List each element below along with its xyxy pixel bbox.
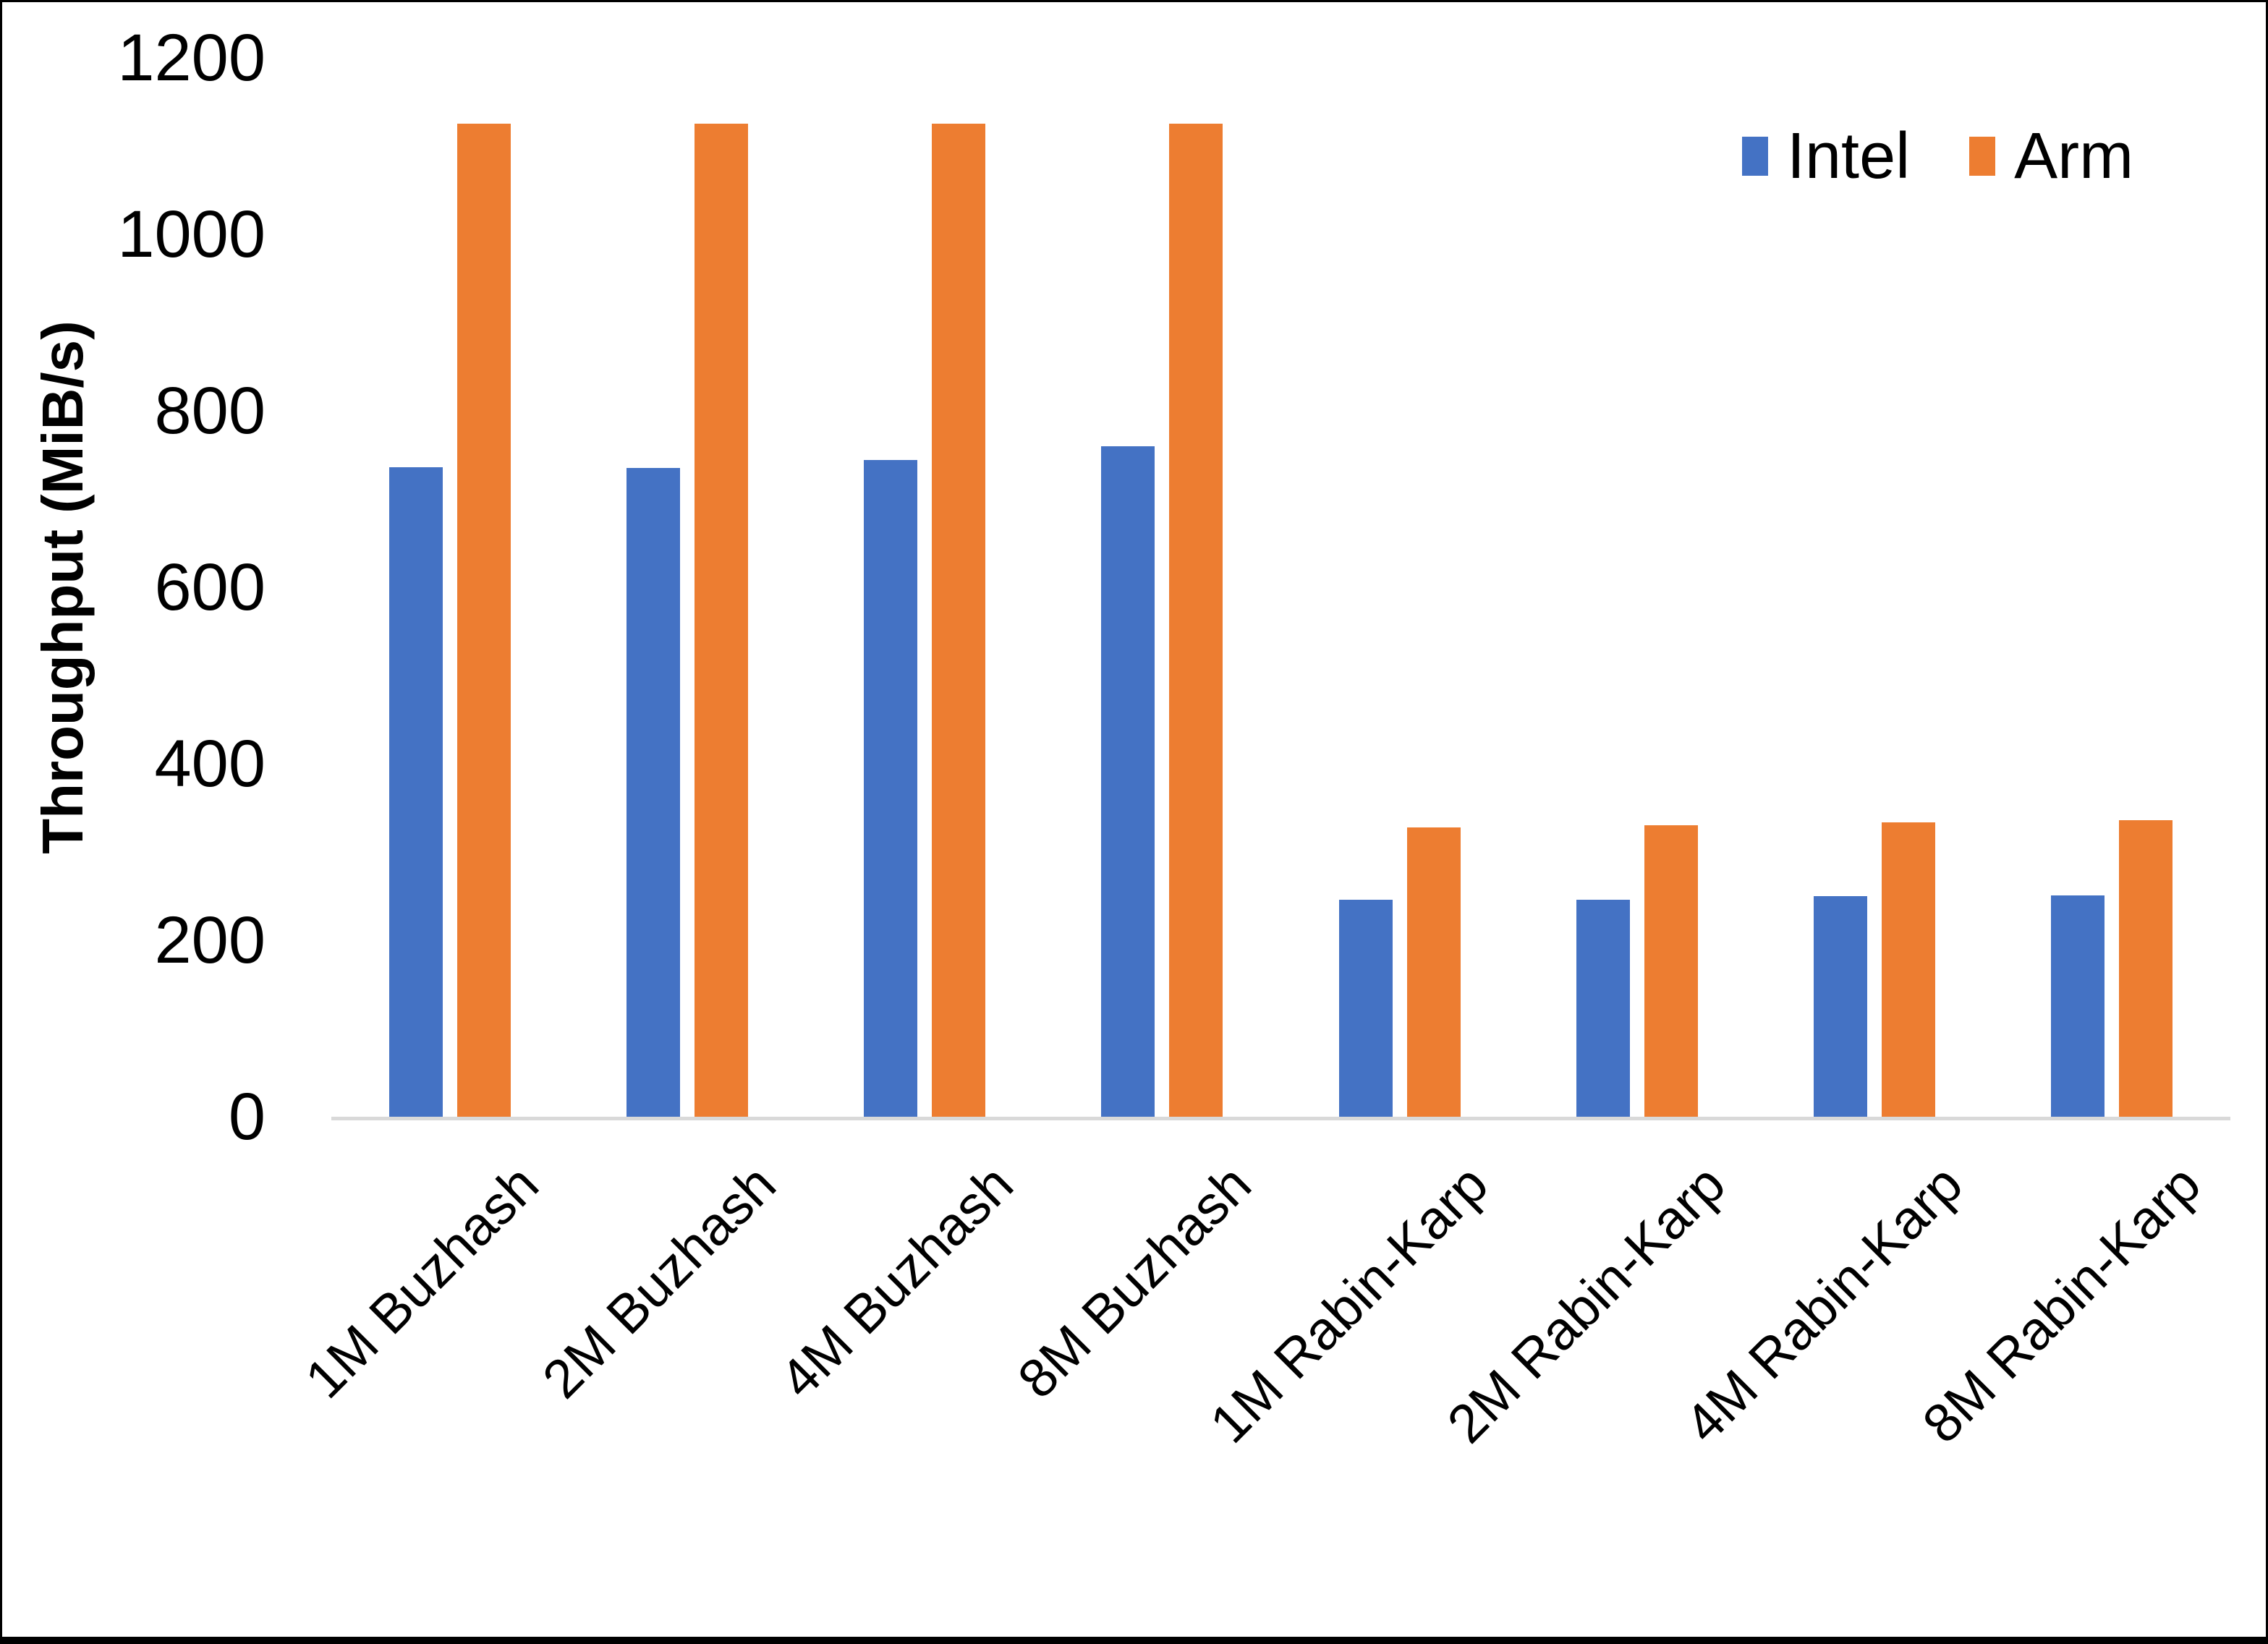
x-axis-line xyxy=(331,1117,2230,1120)
y-tick-label: 800 xyxy=(154,374,266,448)
category-cell-3 xyxy=(806,58,1043,1117)
category-cell-7 xyxy=(1756,58,1993,1117)
category-cell-4 xyxy=(1043,58,1280,1117)
category-cell-5 xyxy=(1281,58,1519,1117)
bar-intel-8m-buzhash xyxy=(1101,446,1155,1117)
category-cell-1 xyxy=(331,58,569,1117)
bar-intel-1m-rabin-karp xyxy=(1338,900,1393,1117)
legend-label-arm: Arm xyxy=(2014,120,2134,192)
y-tick-label: 0 xyxy=(228,1080,266,1154)
category-cell-8 xyxy=(1993,58,2230,1117)
bar-intel-1m-buzhash xyxy=(389,467,443,1117)
y-tick-label: 1200 xyxy=(117,21,266,95)
bar-arm-4m-rabin-karp xyxy=(1881,822,1935,1117)
bar-intel-4m-buzhash xyxy=(864,460,918,1117)
y-tick-label: 400 xyxy=(154,727,266,801)
y-tick-label: 200 xyxy=(154,903,266,977)
legend-entry-arm: Arm xyxy=(1969,124,2133,189)
category-cell-2 xyxy=(569,58,806,1117)
bar-intel-2m-rabin-karp xyxy=(1576,900,1630,1117)
bar-intel-2m-buzhash xyxy=(627,468,681,1117)
bar-arm-2m-rabin-karp xyxy=(1644,825,1698,1117)
legend-swatch-intel xyxy=(1742,137,1768,176)
legend-swatch-arm xyxy=(1969,137,1996,176)
legend-label-intel: Intel xyxy=(1787,120,1911,192)
x-tick-label: 4M Buzhash xyxy=(768,1153,1025,1410)
plot-area xyxy=(331,58,2230,1117)
bar-intel-4m-rabin-karp xyxy=(1813,896,1867,1117)
bar-arm-2m-buzhash xyxy=(695,124,749,1117)
bar-arm-8m-rabin-karp xyxy=(2118,820,2173,1117)
bar-arm-1m-buzhash xyxy=(457,124,511,1117)
category-cell-6 xyxy=(1519,58,1756,1117)
bar-arm-1m-rabin-karp xyxy=(1406,827,1461,1117)
legend: Intel Arm xyxy=(1742,124,2133,189)
bar-arm-4m-buzhash xyxy=(932,124,986,1117)
bar-arm-8m-buzhash xyxy=(1169,124,1223,1117)
x-tick-label: 2M Buzhash xyxy=(530,1153,788,1410)
y-tick-label: 600 xyxy=(154,550,266,624)
legend-entry-intel: Intel xyxy=(1742,124,1910,189)
y-tick-label: 1000 xyxy=(117,197,266,271)
x-tick-label: 8M Buzhash xyxy=(1006,1153,1262,1410)
bar-intel-8m-rabin-karp xyxy=(2050,895,2105,1117)
x-tick-label: 1M Buzhash xyxy=(293,1153,551,1410)
